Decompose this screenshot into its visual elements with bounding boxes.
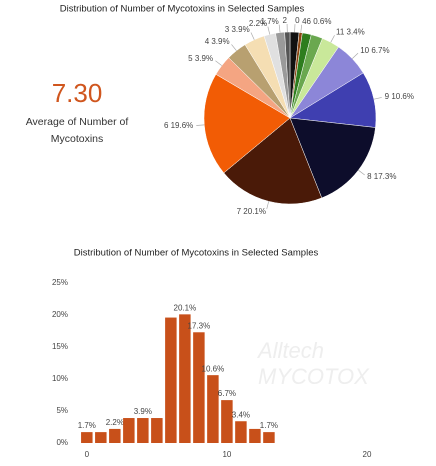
kpi-value: 7.30 [52, 78, 103, 108]
pie-slice [289, 117, 376, 199]
pie-label: 2.2% [249, 19, 267, 28]
bar-label: 10.6% [202, 364, 225, 373]
pie-label: 2 [283, 16, 288, 25]
y-tick-label: 25% [52, 278, 68, 287]
pie-label: 3 3.9% [225, 25, 250, 34]
leader-line [373, 97, 382, 100]
pie-label: 7 20.1% [237, 207, 266, 216]
leader-line [330, 35, 335, 43]
watermark: MYCOTOX [258, 364, 370, 389]
pie-label: 8 17.3% [367, 172, 396, 181]
pie-label: 5 3.9% [188, 54, 213, 63]
x-tick-label: 10 [222, 450, 231, 459]
y-tick-label: 5% [56, 406, 68, 415]
bar [249, 428, 261, 443]
bar [193, 332, 205, 443]
x-tick-label: 0 [85, 450, 90, 459]
pie-label: 9 10.6% [385, 92, 414, 101]
x-tick-label: 20 [363, 450, 372, 459]
leader-line [358, 169, 365, 176]
bar [81, 432, 93, 443]
leader-line [196, 124, 205, 126]
bar-label: 20.1% [174, 303, 197, 312]
pie-label: 46 0.6% [302, 17, 331, 26]
leader-line [215, 60, 223, 66]
bar-label: 3.4% [232, 410, 250, 419]
bar [165, 317, 177, 443]
bar [207, 375, 219, 443]
leader-line [278, 24, 281, 33]
bar-label: 3.9% [134, 407, 152, 416]
leader-line [267, 26, 271, 35]
bar-label: 6.7% [218, 389, 236, 398]
bar [235, 421, 247, 443]
kpi-label: Average of Number of Mycotoxins [26, 116, 129, 145]
bar-label: 17.3% [188, 321, 211, 330]
bar [179, 314, 191, 443]
bar [221, 400, 233, 443]
leader-line [266, 201, 270, 210]
bar [137, 418, 149, 443]
bar [151, 418, 163, 443]
pie-title: Distribution of Number of Mycotoxins in … [60, 4, 305, 15]
bar [109, 428, 121, 443]
y-tick-label: 15% [52, 342, 68, 351]
leader-line [231, 44, 237, 51]
bar-label: 2.2% [106, 418, 124, 427]
bar [95, 432, 107, 443]
y-tick-label: 0% [56, 438, 68, 447]
pie-label: 6 19.6% [164, 121, 193, 130]
bar-label: 1.7% [260, 421, 278, 430]
y-tick-label: 20% [52, 310, 68, 319]
pie-label: 4 3.9% [205, 37, 230, 46]
pie-label: 11 3.4% [336, 28, 365, 37]
leader-line [250, 32, 255, 40]
leader-line [352, 52, 359, 59]
bar [263, 432, 275, 443]
bar [123, 418, 135, 443]
bar-label: 1.7% [78, 421, 96, 430]
leader-line [300, 24, 303, 33]
y-tick-label: 10% [52, 374, 68, 383]
pie-label: 1.7% [261, 17, 279, 26]
watermark: Alltech [256, 338, 324, 363]
pie-label: 0 [295, 16, 300, 25]
pie-label: 10 6.7% [360, 46, 389, 55]
bar-title: Distribution of Number of Mycotoxins in … [74, 248, 319, 259]
